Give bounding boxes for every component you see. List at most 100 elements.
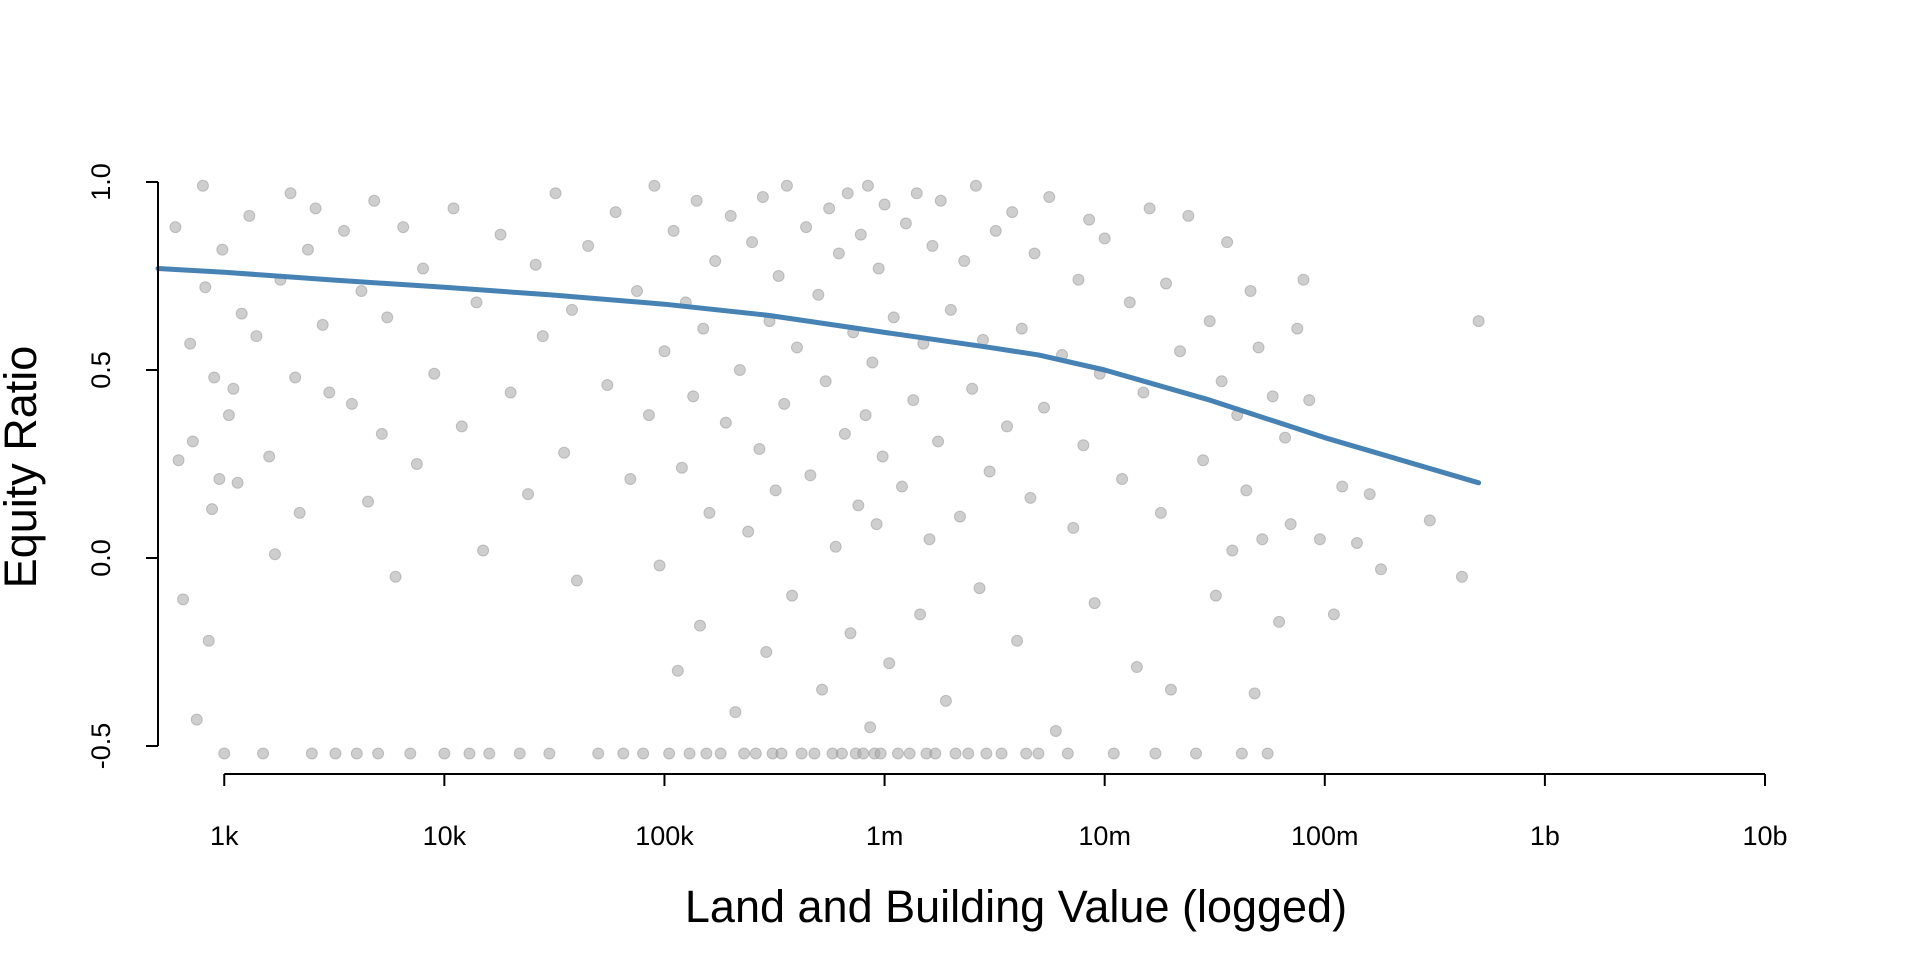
scatter-point <box>417 262 430 275</box>
scatter-point <box>477 544 490 557</box>
scatter-point <box>323 386 336 399</box>
x-tick-label: 1b <box>1530 821 1560 851</box>
scatter-point <box>199 281 212 294</box>
scatter-point <box>932 435 945 448</box>
scatter-point <box>355 285 368 298</box>
scatter-point <box>1303 394 1316 407</box>
scatter-point <box>397 221 410 234</box>
scatter-point <box>642 409 655 422</box>
scatter-point <box>375 427 388 440</box>
scatter-point <box>1154 506 1167 519</box>
scatter-point <box>447 202 460 215</box>
scatter-point <box>714 747 727 760</box>
scatter-point <box>903 747 916 760</box>
scatter-point <box>1197 454 1210 467</box>
scatter-point <box>671 664 684 677</box>
scatter-point <box>1423 514 1436 527</box>
scatter-point <box>1011 634 1024 647</box>
scatter-point <box>1164 683 1177 696</box>
scatter-point <box>1043 191 1056 204</box>
x-tick-label: 100k <box>635 821 694 851</box>
scatter-point <box>870 518 883 531</box>
scatter-point <box>208 371 221 384</box>
scatter-point <box>609 206 622 219</box>
scatter-point <box>866 356 879 369</box>
scatter-point <box>601 379 614 392</box>
scatter-point <box>565 303 578 316</box>
scatter-point <box>724 209 737 222</box>
scatter-point <box>617 747 630 760</box>
scatter-point <box>663 747 676 760</box>
scatter-point <box>1037 401 1050 414</box>
scatter-point <box>381 311 394 324</box>
scatter-point <box>455 420 468 433</box>
scatter-point <box>876 450 889 463</box>
scatter-point <box>257 747 270 760</box>
scatter-point <box>1083 213 1096 226</box>
y-tick-label: 0.0 <box>86 539 116 577</box>
x-tick-label: 1m <box>866 821 904 851</box>
scatter-point <box>835 747 848 760</box>
scatter-point <box>786 589 799 602</box>
scatter-point <box>1098 232 1111 245</box>
scatter-point <box>812 288 825 301</box>
scatter-point <box>216 243 229 256</box>
scatter-point <box>177 593 190 606</box>
scatter-point <box>914 608 927 621</box>
scatter-point <box>1061 747 1074 760</box>
scatter-point <box>1266 390 1279 403</box>
scatter-point <box>1226 544 1239 557</box>
y-tick-label: 1.0 <box>86 163 116 201</box>
scatter-point <box>218 747 231 760</box>
scatter-point <box>483 747 496 760</box>
scatter-point <box>760 646 773 658</box>
scatter-point <box>1049 724 1062 737</box>
scatter-point <box>1327 608 1340 621</box>
scatter-point <box>372 747 385 760</box>
scatter-point <box>973 582 986 595</box>
scatter-point <box>227 382 240 395</box>
scatter-point <box>1032 747 1045 760</box>
scatter-point <box>329 747 342 760</box>
scatter-point <box>910 187 923 200</box>
scatter-point <box>438 747 451 760</box>
scatter-point <box>1130 661 1143 674</box>
scatter-point <box>289 371 302 384</box>
scatter-point <box>543 747 556 760</box>
scatter-point <box>687 390 700 403</box>
scatter-point <box>709 254 722 267</box>
scatter-point <box>819 375 832 388</box>
scatter-point <box>1221 236 1234 249</box>
scatter-point <box>1244 285 1257 298</box>
scatter-point <box>1143 202 1156 215</box>
scatter-point <box>790 341 803 354</box>
scatter-point <box>729 706 742 719</box>
scatter-point <box>929 747 942 760</box>
scatter-point <box>795 747 808 760</box>
scatter-point <box>1067 521 1080 534</box>
scatter-point <box>404 747 417 760</box>
scatter-point <box>1374 563 1387 576</box>
scatter-point <box>1149 747 1162 760</box>
scatter-point <box>570 574 583 587</box>
scatter-point <box>1182 209 1195 222</box>
scatter-point <box>316 318 329 331</box>
scatter-point <box>1235 747 1248 760</box>
x-tick-label: 1k <box>210 821 239 851</box>
scatter-point <box>630 285 643 298</box>
x-tick-label: 10m <box>1078 821 1131 851</box>
scatter-point <box>719 416 732 429</box>
scatter-point <box>186 435 199 448</box>
scatter-point <box>243 209 256 222</box>
scatter-point <box>1215 375 1228 388</box>
scatter-point <box>1160 277 1173 290</box>
scatter-point <box>753 442 766 455</box>
scatter-point <box>522 488 535 501</box>
scatter-point <box>169 221 182 234</box>
scatter-point <box>263 450 276 463</box>
scatter-point <box>428 367 441 380</box>
scatter-point <box>529 258 542 271</box>
scatter-point <box>1015 322 1028 335</box>
scatter-point <box>592 747 605 760</box>
y-axis-title: Equity Ratio <box>0 346 46 589</box>
